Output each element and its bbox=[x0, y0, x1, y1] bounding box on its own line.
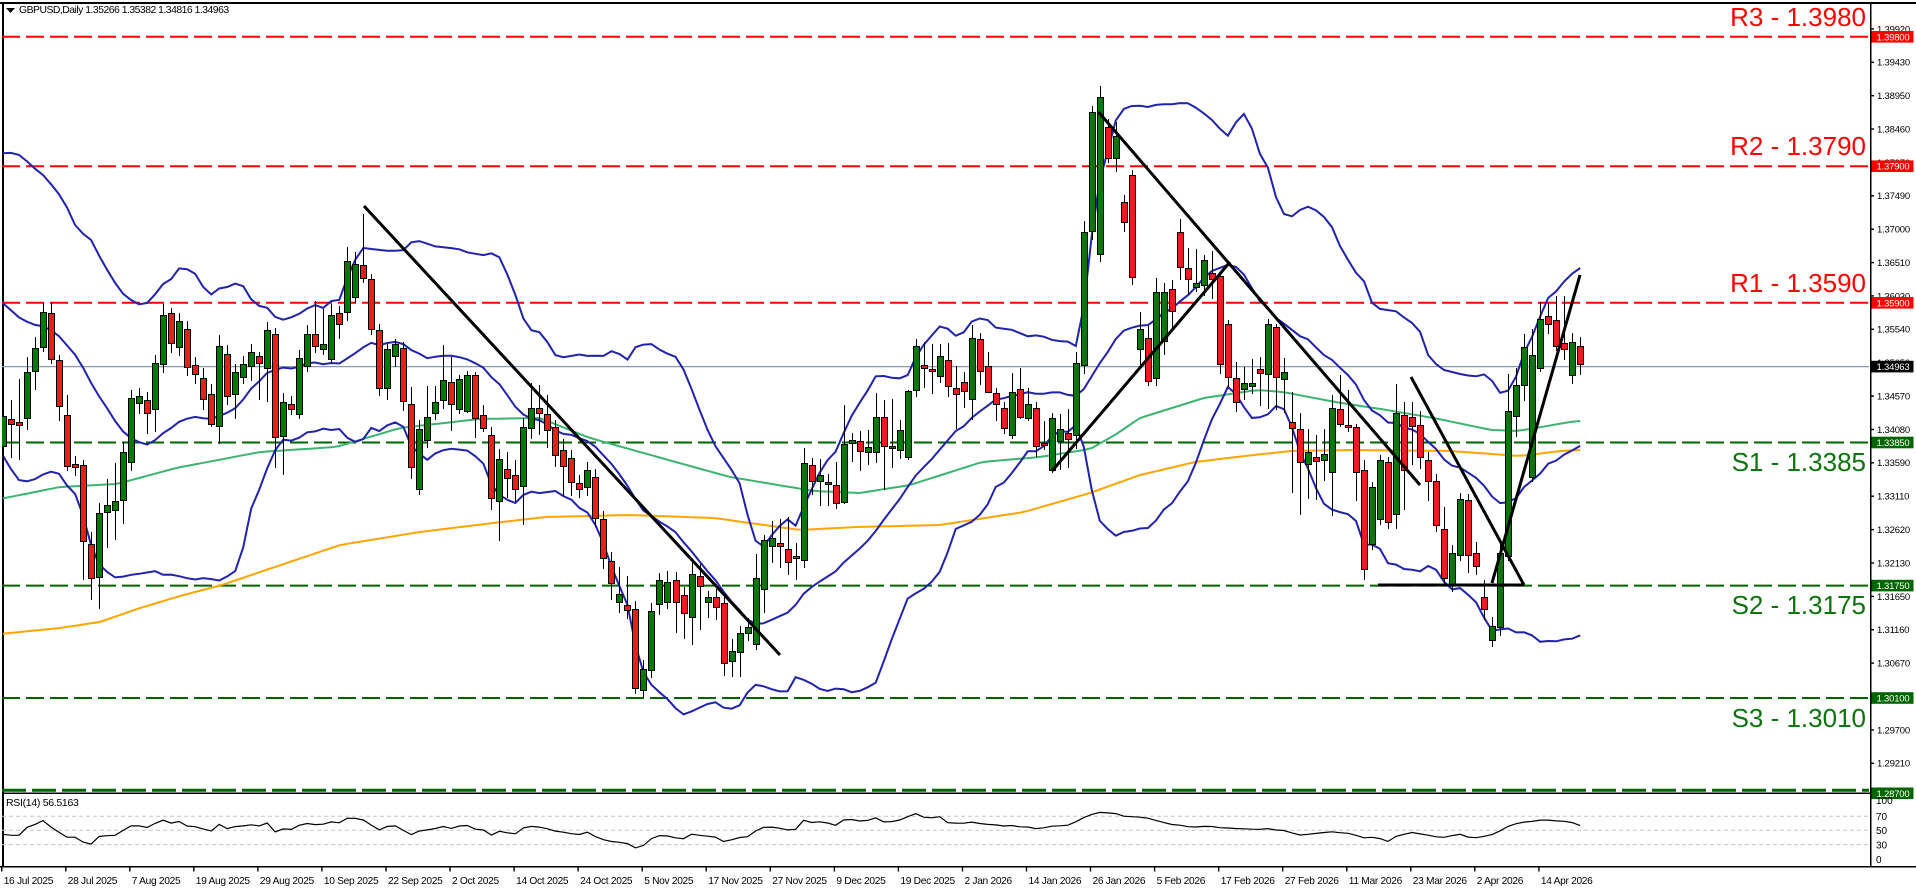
svg-text:23 Mar 2026: 23 Mar 2026 bbox=[1413, 876, 1468, 887]
svg-text:S2 - 1.3175: S2 - 1.3175 bbox=[1732, 590, 1866, 620]
svg-text:RSI(14) 56.5163: RSI(14) 56.5163 bbox=[6, 797, 79, 809]
svg-text:26 Jan 2026: 26 Jan 2026 bbox=[1093, 876, 1146, 887]
svg-text:14 Jan 2026: 14 Jan 2026 bbox=[1029, 876, 1082, 887]
svg-text:R3 - 1.3980: R3 - 1.3980 bbox=[1730, 2, 1866, 32]
svg-text:S1 - 1.3385: S1 - 1.3385 bbox=[1732, 447, 1866, 477]
svg-text:2 Oct 2025: 2 Oct 2025 bbox=[452, 876, 499, 887]
svg-text:1.39920: 1.39920 bbox=[1877, 24, 1910, 35]
svg-text:9 Dec 2025: 9 Dec 2025 bbox=[836, 876, 886, 887]
svg-text:S3 - 1.3010: S3 - 1.3010 bbox=[1732, 703, 1866, 733]
svg-text:50: 50 bbox=[1876, 826, 1888, 837]
svg-text:1.34570: 1.34570 bbox=[1877, 392, 1910, 403]
svg-text:GBPUSD,Daily 1.35266 1.35382: GBPUSD,Daily 1.35266 1.35382 1.34816 1.3… bbox=[19, 5, 229, 16]
svg-text:19 Dec 2025: 19 Dec 2025 bbox=[900, 876, 955, 887]
svg-text:2 Jan 2026: 2 Jan 2026 bbox=[965, 876, 1013, 887]
svg-text:1.35540: 1.35540 bbox=[1877, 325, 1910, 336]
svg-text:1.35900: 1.35900 bbox=[1877, 298, 1910, 309]
svg-text:1.34080: 1.34080 bbox=[1877, 425, 1910, 436]
svg-text:22 Sep 2025: 22 Sep 2025 bbox=[388, 876, 443, 887]
svg-text:1.38950: 1.38950 bbox=[1877, 91, 1910, 102]
svg-text:7 Aug 2025: 7 Aug 2025 bbox=[132, 876, 181, 887]
svg-text:16 Jul 2025: 16 Jul 2025 bbox=[4, 876, 54, 887]
svg-text:1.30670: 1.30670 bbox=[1877, 659, 1910, 670]
svg-text:30: 30 bbox=[1876, 840, 1888, 851]
svg-text:17 Feb 2026: 17 Feb 2026 bbox=[1221, 876, 1276, 887]
svg-text:1.31160: 1.31160 bbox=[1877, 625, 1909, 636]
svg-text:100: 100 bbox=[1876, 796, 1893, 807]
svg-text:27 Nov 2025: 27 Nov 2025 bbox=[772, 876, 827, 887]
svg-text:14 Oct 2025: 14 Oct 2025 bbox=[516, 876, 569, 887]
svg-text:R1 - 1.3590: R1 - 1.3590 bbox=[1730, 268, 1866, 298]
svg-text:1.34963: 1.34963 bbox=[1877, 362, 1910, 373]
svg-text:1.29210: 1.29210 bbox=[1877, 759, 1910, 770]
svg-text:1.31750: 1.31750 bbox=[1877, 581, 1910, 592]
svg-text:1.39430: 1.39430 bbox=[1877, 58, 1910, 69]
svg-text:1.36030: 1.36030 bbox=[1877, 291, 1910, 302]
svg-text:1.30100: 1.30100 bbox=[1877, 694, 1910, 705]
svg-text:1.28700: 1.28700 bbox=[1877, 789, 1910, 800]
svg-text:1.37900: 1.37900 bbox=[1877, 162, 1910, 173]
svg-text:R2 - 1.3790: R2 - 1.3790 bbox=[1730, 131, 1866, 161]
svg-text:11 Mar 2026: 11 Mar 2026 bbox=[1349, 876, 1403, 887]
svg-text:5 Nov 2025: 5 Nov 2025 bbox=[644, 876, 694, 887]
svg-text:1.33850: 1.33850 bbox=[1877, 438, 1910, 449]
svg-text:24 Oct 2025: 24 Oct 2025 bbox=[580, 876, 633, 887]
svg-text:1.31650: 1.31650 bbox=[1877, 592, 1910, 603]
svg-text:1.36510: 1.36510 bbox=[1877, 258, 1910, 269]
svg-text:70: 70 bbox=[1876, 812, 1888, 823]
svg-text:1.38460: 1.38460 bbox=[1877, 124, 1910, 135]
svg-text:5 Feb 2026: 5 Feb 2026 bbox=[1157, 876, 1206, 887]
svg-text:29 Aug 2025: 29 Aug 2025 bbox=[260, 876, 315, 887]
svg-text:17 Nov 2025: 17 Nov 2025 bbox=[708, 876, 763, 887]
svg-text:0: 0 bbox=[1876, 855, 1882, 866]
svg-text:19 Aug 2025: 19 Aug 2025 bbox=[196, 876, 251, 887]
svg-text:14 Apr 2026: 14 Apr 2026 bbox=[1541, 876, 1593, 887]
svg-text:1.29700: 1.29700 bbox=[1877, 725, 1910, 736]
svg-text:1.37490: 1.37490 bbox=[1877, 191, 1910, 202]
svg-text:1.37000: 1.37000 bbox=[1877, 225, 1910, 236]
svg-text:1.33110: 1.33110 bbox=[1877, 492, 1909, 503]
svg-text:10 Sep 2025: 10 Sep 2025 bbox=[324, 876, 379, 887]
svg-text:27 Feb 2026: 27 Feb 2026 bbox=[1285, 876, 1340, 887]
svg-text:2 Apr 2026: 2 Apr 2026 bbox=[1477, 876, 1524, 887]
svg-text:1.39800: 1.39800 bbox=[1877, 32, 1910, 43]
svg-text:28 Jul 2025: 28 Jul 2025 bbox=[68, 876, 118, 887]
svg-text:1.33590: 1.33590 bbox=[1877, 458, 1910, 469]
svg-text:1.32130: 1.32130 bbox=[1877, 558, 1910, 569]
svg-text:1.32620: 1.32620 bbox=[1877, 525, 1910, 536]
